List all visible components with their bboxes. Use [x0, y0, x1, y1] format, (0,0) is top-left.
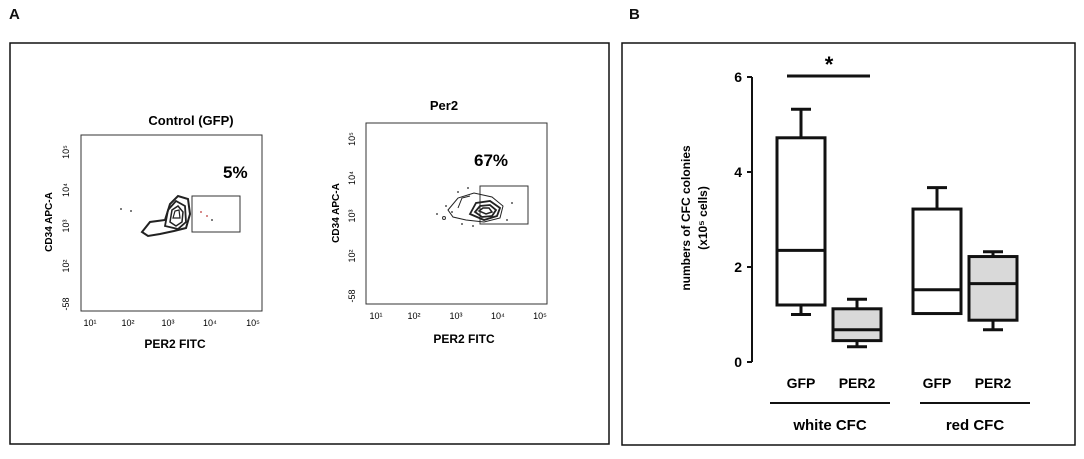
x-tick: 10¹: [83, 318, 96, 328]
x-axis-label: PER2 FITC: [144, 337, 206, 351]
plot-title: Control (GFP): [148, 113, 233, 128]
x-tick: 10³: [449, 311, 462, 321]
panel-b-frame: [621, 42, 1076, 446]
contour-population: [447, 192, 504, 223]
x-tick: 10⁴: [491, 311, 505, 321]
y-tick: 10³: [61, 219, 71, 232]
x-tick-label: GFP: [923, 375, 952, 391]
y-tick: 10²: [347, 249, 357, 262]
y-tick: 10²: [61, 259, 71, 272]
plot-frame: [80, 134, 263, 312]
y-tick: -58: [61, 297, 71, 310]
x-tick-label: PER2: [839, 375, 876, 391]
panel-label-a: A: [9, 6, 20, 23]
y-tick-label: 2: [734, 259, 742, 275]
y-tick: -58: [347, 289, 357, 302]
flow-plot-control: Control (GFP) 5% CD34 APC-A PER2 FITC 10…: [44, 113, 263, 351]
y-tick: 10⁴: [347, 171, 357, 185]
y-tick-label: 4: [734, 164, 742, 180]
significance-star: *: [825, 52, 834, 77]
y-tick-label: 0: [734, 354, 742, 370]
y-tick: 10³: [347, 209, 357, 222]
gate-box: [191, 195, 241, 233]
gate-percent: 5%: [223, 163, 248, 182]
y-tick-label: 6: [734, 69, 742, 85]
contour-population: [140, 194, 192, 238]
x-tick: 10³: [161, 318, 174, 328]
x-tick-label: GFP: [787, 375, 816, 391]
scatter-dots: [436, 187, 513, 227]
panel-a-frame: [9, 42, 610, 445]
y-tick: 10⁵: [347, 132, 357, 146]
box: [831, 307, 883, 343]
x-axis-label: PER2 FITC: [433, 332, 495, 346]
group-label: white CFC: [792, 417, 866, 434]
box: [967, 255, 1019, 322]
box: [911, 207, 963, 316]
x-tick-label: PER2: [975, 375, 1012, 391]
y-axis-label: CD34 APC-A: [331, 183, 342, 243]
y-axis-label: numbers of CFC colonies: [679, 145, 693, 291]
x-tick: 10⁵: [533, 311, 547, 321]
group-label: red CFC: [946, 417, 1005, 434]
x-tick: 10⁴: [203, 318, 217, 328]
y-tick: 10⁴: [61, 183, 71, 197]
y-tick: 10⁵: [61, 145, 71, 159]
scatter-dots: [120, 208, 213, 221]
x-tick: 10²: [407, 311, 420, 321]
y-axis-unit: (x10⁵ cells): [696, 186, 710, 250]
x-tick: 10⁵: [246, 318, 260, 328]
x-tick: 10¹: [369, 311, 382, 321]
gate-percent: 67%: [474, 151, 508, 170]
box: [775, 136, 827, 307]
y-axis-label: CD34 APC-A: [44, 192, 55, 252]
flow-plot-per2: Per2 67% CD34 APC-A PER2 FITC 10¹ 10² 10…: [331, 98, 548, 346]
plot-frame: [365, 122, 548, 305]
box-plot-chart: numbers of CFC colonies (x10⁵ cells) 0 2 4…: [679, 52, 1030, 434]
gate-box: [479, 185, 529, 225]
x-tick: 10²: [121, 318, 134, 328]
panel-label-b: B: [629, 6, 640, 23]
plot-title: Per2: [430, 98, 458, 113]
